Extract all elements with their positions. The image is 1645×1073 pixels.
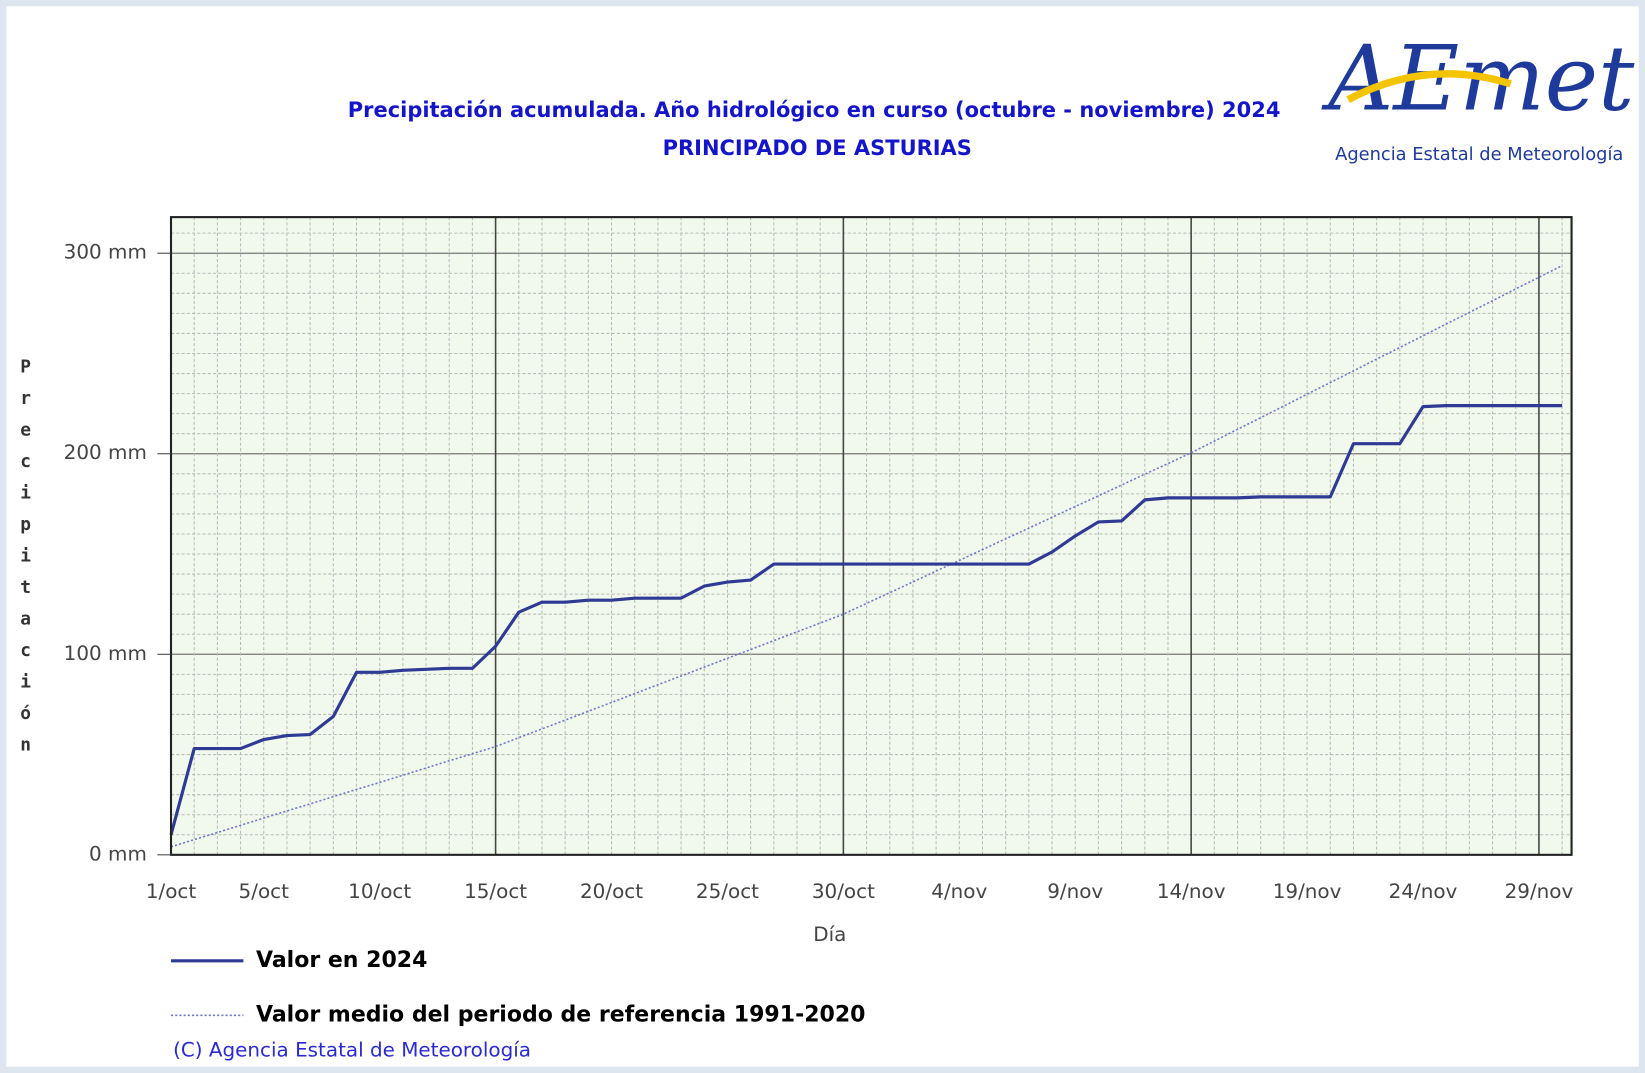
y-tick-label: 200 mm — [64, 441, 147, 464]
y-tick-label: 0 mm — [89, 842, 147, 865]
x-tick-label: 24/nov — [1389, 880, 1458, 903]
x-tick-label: 19/nov — [1273, 880, 1342, 903]
y-tick-label: 100 mm — [64, 642, 147, 665]
x-tick-label: 25/oct — [696, 880, 759, 903]
legend-label: Valor medio del periodo de referencia 19… — [256, 1002, 866, 1027]
x-tick-label: 5/oct — [239, 880, 290, 903]
x-tick-label: 14/nov — [1157, 880, 1226, 903]
logo-subtext: Agencia Estatal de Meteorología — [1335, 144, 1623, 165]
y-tick-label: 300 mm — [64, 241, 147, 264]
x-tick-label: 4/nov — [931, 880, 987, 903]
chart-title: Precipitación acumulada. Año hidrológico… — [348, 98, 1281, 122]
x-axis-label: Día — [813, 923, 846, 946]
series-line — [169, 404, 1563, 836]
logo-swoosh — [1346, 70, 1512, 103]
x-tick-label: 10/oct — [348, 880, 411, 903]
x-tick-label: 30/oct — [812, 880, 875, 903]
legend-label: Valor en 2024 — [256, 948, 427, 973]
x-tick-label: 1/oct — [146, 880, 197, 903]
chart-subtitle: PRINCIPADO DE ASTURIAS — [663, 136, 972, 160]
series-line — [170, 264, 1563, 848]
x-tick-label: 9/nov — [1047, 880, 1103, 903]
copyright: (C) Agencia Estatal de Meteorología — [173, 1038, 531, 1061]
plot-frame — [169, 216, 1573, 856]
x-tick-label: 29/nov — [1505, 880, 1574, 903]
x-tick-label: 20/oct — [580, 880, 643, 903]
x-tick-label: 15/oct — [464, 880, 527, 903]
plot-area — [171, 217, 1572, 855]
y-axis-label: Precipitación — [15, 357, 36, 766]
